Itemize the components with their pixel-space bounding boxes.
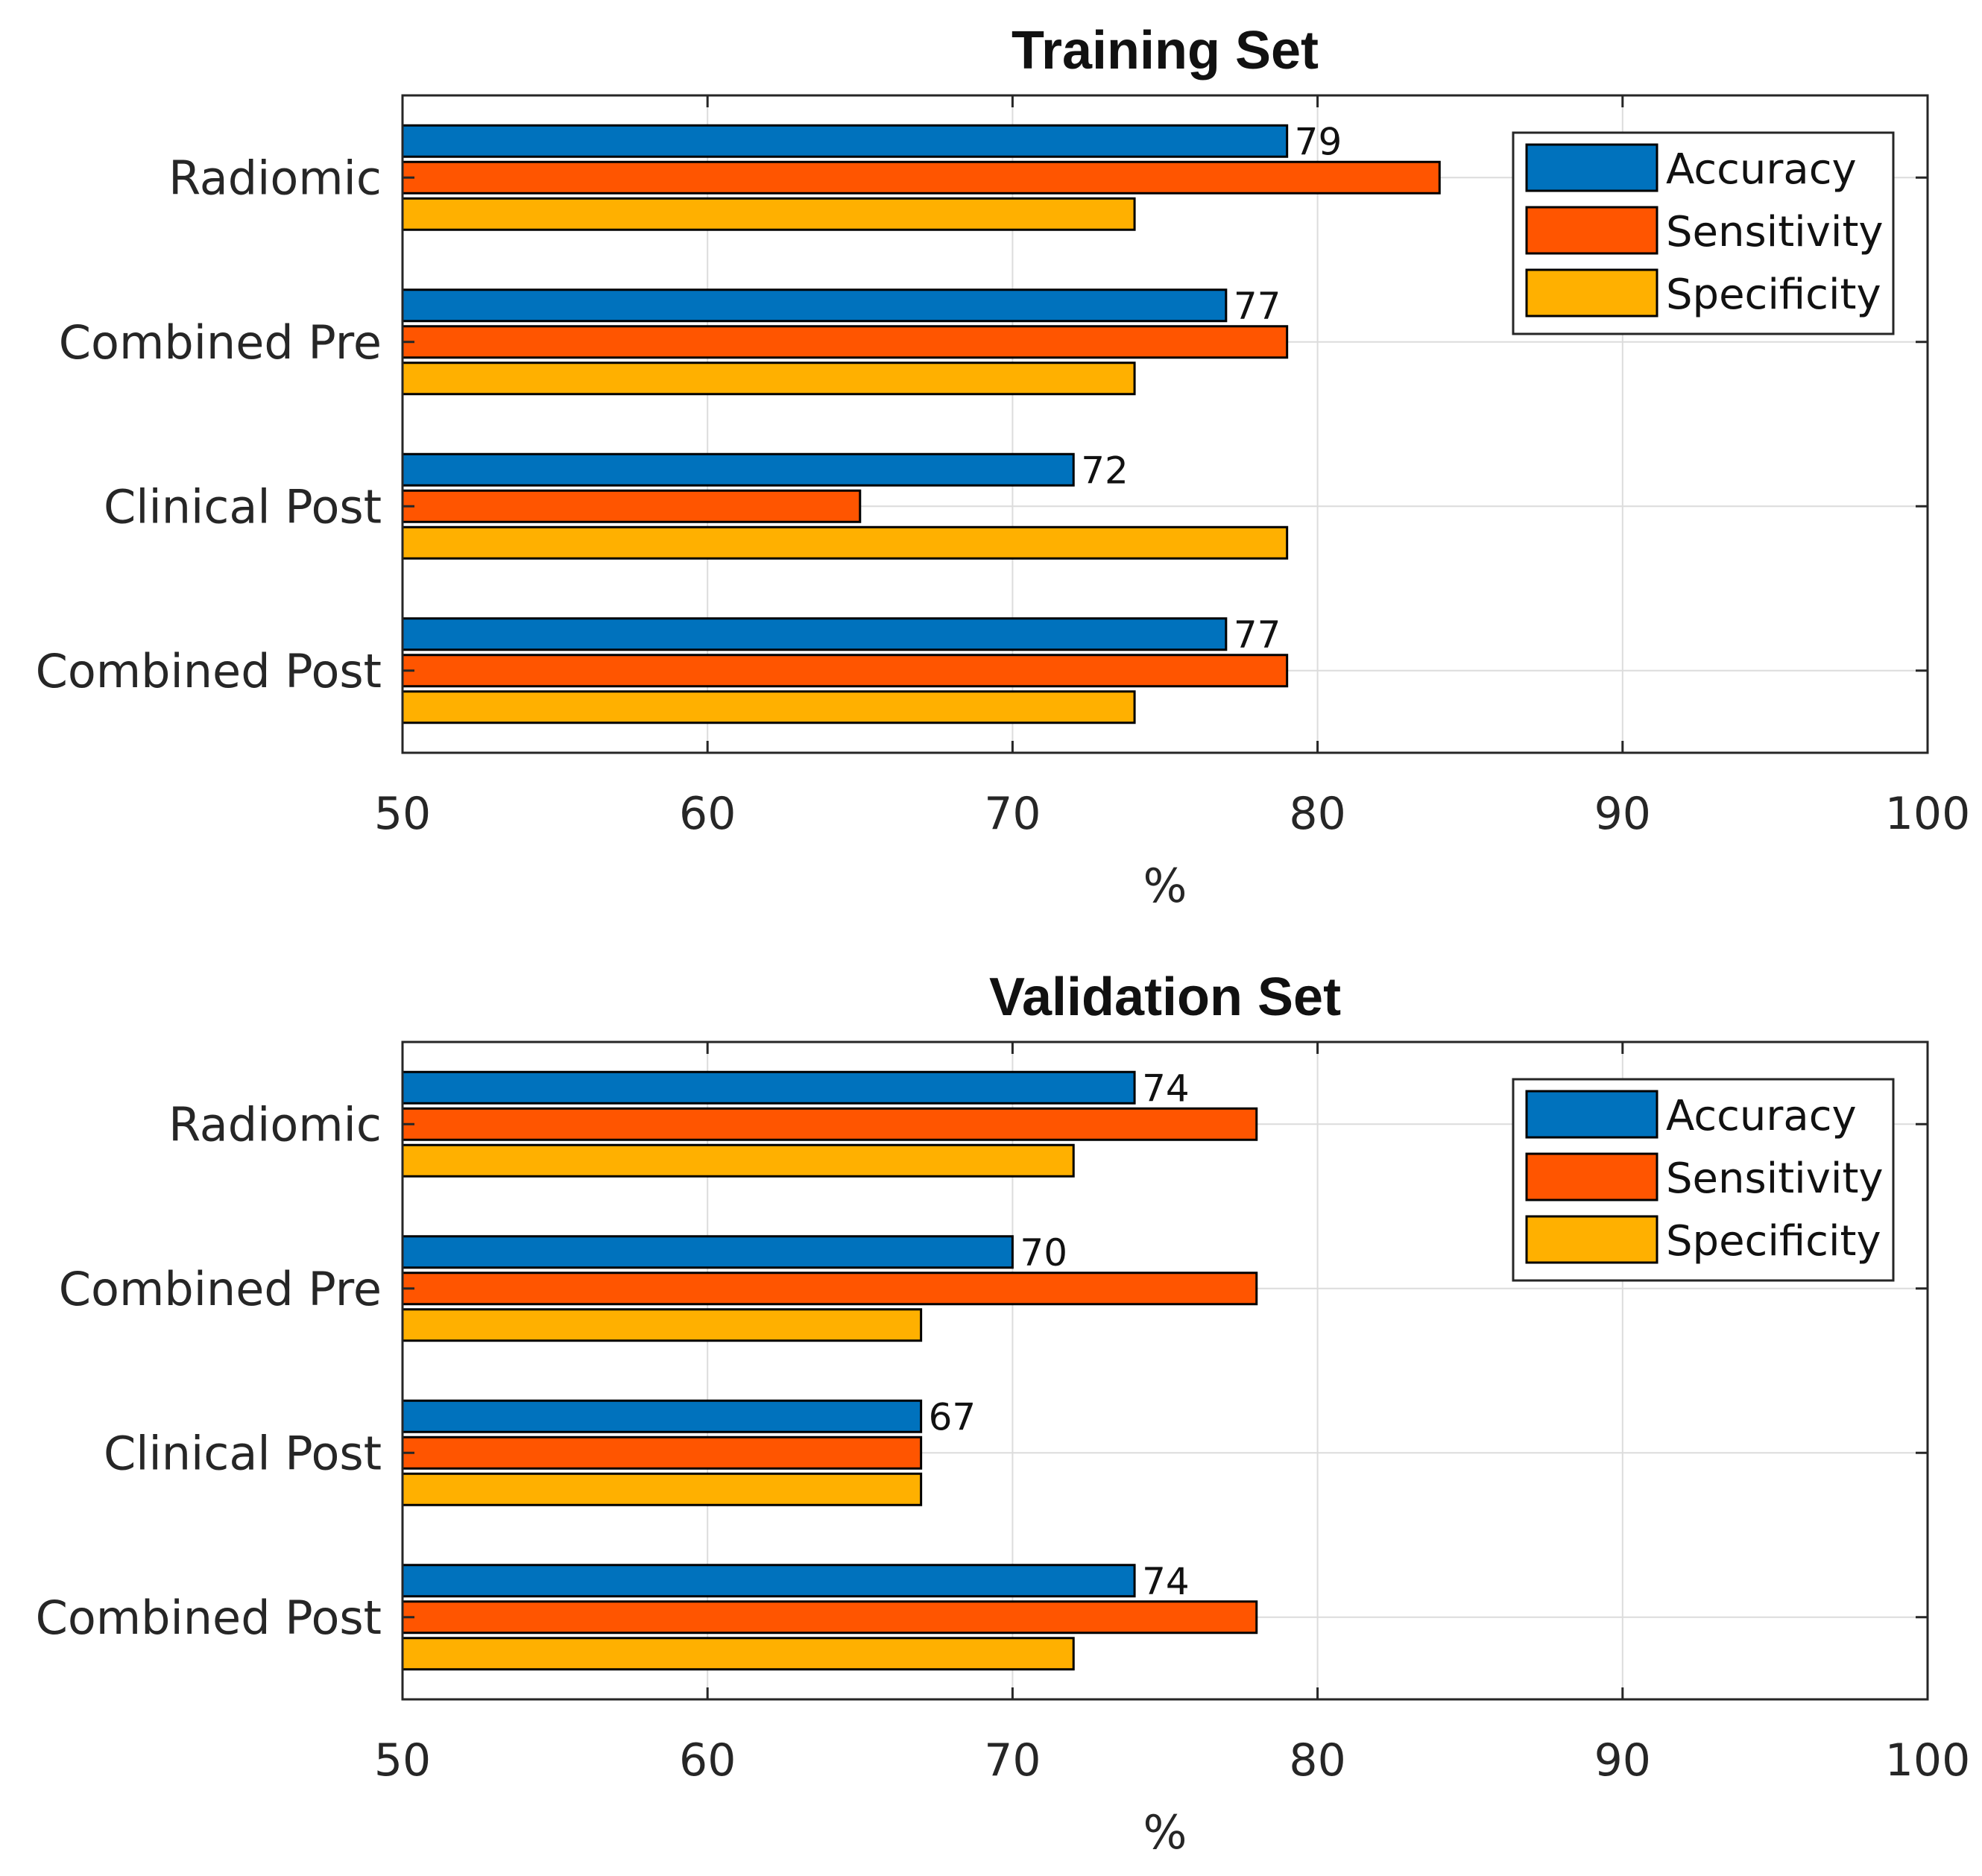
bar-sensitivity [401, 1436, 923, 1470]
category-label: Combined Post [36, 1591, 382, 1645]
legend-label-accuracy: Accuracy [1666, 145, 1857, 194]
bar-accuracy [401, 1235, 1014, 1269]
bar-specificity [401, 690, 1136, 724]
x-tick-label: 50 [374, 788, 431, 840]
bar-accuracy [401, 288, 1228, 323]
category-label: Combined Pre [59, 315, 382, 370]
bar-sensitivity [401, 1600, 1258, 1635]
legend-label-specificity: Specificity [1666, 271, 1881, 319]
category-label: Clinical Post [104, 1426, 382, 1480]
x-tick-label: 70 [984, 1734, 1041, 1787]
legend-label-sensitivity: Sensitivity [1666, 208, 1884, 256]
data-label: 70 [1020, 1231, 1067, 1275]
x-tick-label: 60 [679, 788, 736, 840]
bar-accuracy [401, 1564, 1136, 1598]
axes-box [401, 1040, 1929, 1701]
chart-title: Validation Set [989, 967, 1341, 1027]
legend-swatch-accuracy [1525, 143, 1658, 192]
data-label: 72 [1081, 449, 1129, 492]
x-tick-label: 90 [1594, 1734, 1651, 1787]
category-label: Radiomic [168, 151, 382, 205]
x-axis-label: % [1143, 859, 1187, 913]
legend-swatch-sensitivity [1525, 206, 1658, 255]
category-label: Clinical Post [104, 479, 382, 534]
bar-accuracy [401, 1399, 923, 1433]
bar-specificity [401, 197, 1136, 231]
x-tick-label: 70 [984, 788, 1041, 840]
bar-specificity [401, 361, 1136, 396]
x-tick-label: 80 [1289, 788, 1345, 840]
x-tick-label: 50 [374, 1734, 431, 1787]
bar-sensitivity [401, 325, 1289, 359]
data-label: 79 [1295, 120, 1342, 163]
legend: Accuracy Sensitivity Specificity [1512, 1078, 1895, 1282]
bar-sensitivity [401, 654, 1289, 688]
x-tick-label: 90 [1594, 788, 1651, 840]
chart-validation: 74 Radiomic 70 Combined Pre 67 Clinical Post 7… [36, 967, 1971, 1860]
x-tick-label: 80 [1289, 1734, 1345, 1787]
data-label: 74 [1142, 1067, 1190, 1110]
data-label: 77 [1234, 285, 1281, 328]
x-tick-label: 60 [679, 1734, 736, 1787]
bar-specificity [401, 525, 1289, 560]
data-label: 67 [929, 1395, 976, 1438]
category-label: Radiomic [168, 1097, 382, 1152]
legend-swatch-sensitivity [1525, 1152, 1658, 1201]
legend-label-specificity: Specificity [1666, 1217, 1881, 1266]
legend-swatch-specificity [1525, 268, 1658, 318]
bar-accuracy [401, 617, 1228, 651]
bar-specificity [401, 1143, 1075, 1178]
legend-label-sensitivity: Sensitivity [1666, 1155, 1884, 1203]
legend-swatch-specificity [1525, 1215, 1658, 1264]
x-tick-label: 100 [1885, 788, 1971, 840]
chart-training: 79 Radiomic 77 Combined Pre 72 Clinical Post 7… [36, 21, 1971, 913]
axes-box [401, 94, 1929, 754]
bar-sensitivity [401, 489, 862, 523]
category-label: Combined Pre [59, 1262, 382, 1316]
bar-accuracy [401, 124, 1289, 158]
bar-specificity [401, 1637, 1075, 1671]
x-axis-label: % [1143, 1805, 1187, 1860]
bar-accuracy [401, 452, 1075, 487]
bar-sensitivity [401, 1272, 1258, 1306]
legend-swatch-accuracy [1525, 1090, 1658, 1139]
x-tick-label: 100 [1885, 1734, 1971, 1787]
bar-sensitivity [401, 160, 1441, 195]
data-label: 77 [1234, 613, 1281, 657]
data-label: 74 [1142, 1560, 1190, 1603]
bar-sensitivity [401, 1107, 1258, 1141]
legend: Accuracy Sensitivity Specificity [1512, 131, 1895, 335]
chart-title: Training Set [1011, 21, 1319, 80]
bar-specificity [401, 1308, 923, 1342]
bar-specificity [401, 1472, 923, 1506]
legend-label-accuracy: Accuracy [1666, 1092, 1857, 1140]
category-label: Combined Post [36, 644, 382, 698]
bar-accuracy [401, 1070, 1136, 1105]
